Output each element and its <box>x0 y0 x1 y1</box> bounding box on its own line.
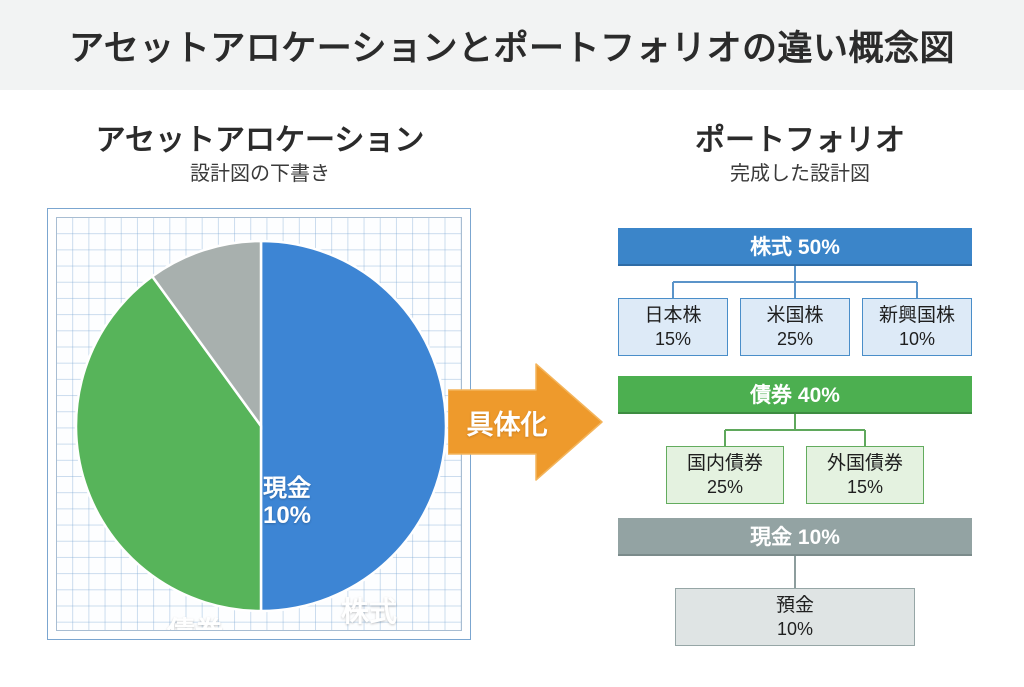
pie-slice-value-cash: 10% <box>262 501 312 529</box>
left-heading-main: アセットアロケーション <box>95 124 425 157</box>
blueprint-grid: 株式 50% 債券 40% 現金 10% <box>56 217 462 631</box>
child-pct: 15% <box>846 476 884 497</box>
child-name: 新興国株 <box>878 304 955 326</box>
child-name: 外国債券 <box>826 452 903 474</box>
portfolio-tree: 株式 50% 日本株 15% 米国株 25% 新興国株 10% 債券 40% <box>618 228 972 646</box>
left-heading-sub: 設計図の下書き <box>190 162 330 185</box>
child-pct: 25% <box>706 476 744 497</box>
child-pct: 15% <box>654 328 692 349</box>
right-column-heading: ポートフォリオ 完成した設計図 <box>600 124 1000 189</box>
child-name: 米国株 <box>766 304 824 326</box>
child-box-foreign-bond[interactable]: 外国債券 15% <box>806 446 924 504</box>
arrow-shape <box>448 363 603 481</box>
connector-lines-stock <box>672 266 918 298</box>
blueprint-panel: 株式 50% 債券 40% 現金 10% <box>47 208 471 640</box>
pie-slice-株式 <box>259 239 448 613</box>
child-box-deposit[interactable]: 預金 10% <box>675 588 915 646</box>
group-header-cash[interactable]: 現金 10% <box>618 518 972 556</box>
transform-arrow: 具体化 <box>448 362 604 482</box>
group-children-bond: 国内債券 25% 外国債券 15% <box>618 446 972 504</box>
child-pct: 10% <box>776 618 814 639</box>
title-band: アセットアロケーションとポートフォリオの違い概念図 <box>0 0 1024 90</box>
child-name: 預金 <box>775 594 814 616</box>
portfolio-group-bond: 債券 40% 国内債券 25% 外国債券 15% <box>618 376 972 514</box>
pie-slice-label-cash: 現金 10% <box>237 475 337 530</box>
child-pct: 10% <box>898 328 936 349</box>
left-column-heading: アセットアロケーション 設計図の下書き <box>40 124 480 189</box>
arrow-icon <box>448 363 603 481</box>
pie-slice-value-stock: 50% <box>309 627 429 630</box>
right-heading-sub: 完成した設計図 <box>730 162 870 185</box>
pie-slice-label-stock: 株式 50% <box>309 596 429 630</box>
portfolio-group-stock: 株式 50% 日本株 15% 米国株 25% 新興国株 10% <box>618 228 972 366</box>
pie-slice-name-bond: 債券 <box>135 616 255 630</box>
connector-path-bond <box>724 414 866 446</box>
child-box-japan-stock[interactable]: 日本株 15% <box>618 298 728 356</box>
portfolio-group-cash: 現金 10% 預金 10% <box>618 518 972 646</box>
pie-slice-name-cash: 現金 <box>263 475 311 502</box>
connector-lines-cash <box>794 556 796 588</box>
group-header-stock[interactable]: 株式 50% <box>618 228 972 266</box>
pie-chart-svg <box>74 239 448 613</box>
group-children-cash: 預金 10% <box>618 588 972 646</box>
child-name: 国内債券 <box>686 452 763 474</box>
child-box-emerging-stock[interactable]: 新興国株 10% <box>862 298 972 356</box>
pie-slice-債券 <box>74 274 263 613</box>
connector-path-stock <box>672 266 918 298</box>
child-box-domestic-bond[interactable]: 国内債券 25% <box>666 446 784 504</box>
child-pct: 25% <box>776 328 814 349</box>
group-header-bond[interactable]: 債券 40% <box>618 376 972 414</box>
child-box-us-stock[interactable]: 米国株 25% <box>740 298 850 356</box>
page-title: アセットアロケーションとポートフォリオの違い概念図 <box>68 28 956 68</box>
connector-lines-bond <box>724 414 866 446</box>
right-heading-main: ポートフォリオ <box>695 124 905 157</box>
pie-slice-現金 <box>150 239 263 430</box>
group-children-stock: 日本株 15% 米国株 25% 新興国株 10% <box>618 298 972 356</box>
pie-slice-name-stock: 株式 <box>340 596 397 627</box>
pie-chart <box>57 218 461 630</box>
child-name: 日本株 <box>644 304 702 326</box>
pie-slice-label-bond: 債券 40% <box>135 616 255 630</box>
